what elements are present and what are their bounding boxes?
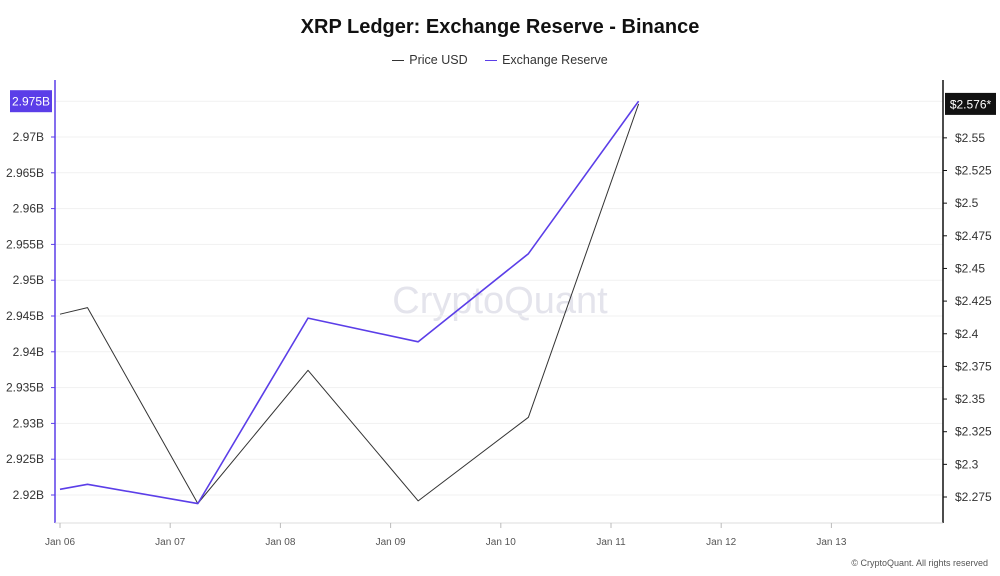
legend-item-reserve[interactable]: Exchange Reserve xyxy=(485,53,608,67)
left-tick-label-8: 2.96B xyxy=(13,202,44,216)
right-tick-label-9: $2.5 xyxy=(955,196,979,210)
copyright-notice: © CryptoQuant. All rights reserved xyxy=(851,558,988,568)
left-current-value-label: 2.975B xyxy=(12,95,50,109)
x-tick-label-7: Jan 13 xyxy=(816,537,846,548)
right-tick-label-4: $2.375 xyxy=(955,359,992,373)
x-tick-label-1: Jan 07 xyxy=(155,537,185,548)
left-tick-label-9: 2.965B xyxy=(6,166,44,180)
series-line-price-usd xyxy=(59,103,640,504)
right-tick-label-6: $2.425 xyxy=(955,294,992,308)
right-tick-label-10: $2.525 xyxy=(955,164,992,178)
x-tick-label-0: Jan 06 xyxy=(45,537,75,548)
legend-label-reserve: Exchange Reserve xyxy=(502,53,608,68)
x-tick-label-6: Jan 12 xyxy=(706,537,736,548)
legend-swatch-reserve xyxy=(485,59,498,61)
left-tick-label-10: 2.97B xyxy=(13,130,44,144)
x-tick-label-5: Jan 11 xyxy=(596,537,626,548)
legend-label-price: Price USD xyxy=(409,53,468,68)
chart-legend: Price USD Exchange Reserve xyxy=(0,50,1000,67)
watermark: CryptoQuant xyxy=(392,280,608,322)
right-tick-label-3: $2.35 xyxy=(955,392,985,406)
right-tick-label-11: $2.55 xyxy=(955,131,985,145)
chart-title: XRP Ledger: Exchange Reserve - Binance xyxy=(300,16,700,38)
right-tick-label-7: $2.45 xyxy=(955,261,985,275)
right-current-value-label: $2.576* xyxy=(950,97,992,111)
right-tick-label-5: $2.4 xyxy=(955,327,979,341)
legend-item-price[interactable]: Price USD xyxy=(392,53,468,68)
left-tick-label-7: 2.955B xyxy=(6,237,44,251)
series-line-exchange-reserve xyxy=(59,100,640,505)
right-tick-label-1: $2.3 xyxy=(955,457,979,471)
left-tick-label-6: 2.95B xyxy=(13,273,44,287)
left-current-value-box xyxy=(10,90,52,113)
x-tick-label-4: Jan 10 xyxy=(486,537,516,548)
legend-swatch-price xyxy=(392,59,405,61)
left-tick-label-3: 2.935B xyxy=(6,381,44,395)
x-tick-label-3: Jan 09 xyxy=(376,537,406,548)
right-tick-label-2: $2.325 xyxy=(955,425,992,439)
right-tick-label-0: $2.275 xyxy=(955,490,992,504)
left-tick-label-5: 2.945B xyxy=(6,309,44,323)
right-tick-label-8: $2.475 xyxy=(955,229,992,243)
x-tick-label-2: Jan 08 xyxy=(265,537,295,548)
left-tick-label-4: 2.94B xyxy=(13,345,44,359)
left-tick-label-2: 2.93B xyxy=(13,416,44,430)
right-current-value-box xyxy=(945,92,996,115)
left-tick-label-1: 2.925B xyxy=(6,452,44,466)
left-tick-label-0: 2.92B xyxy=(13,488,44,502)
